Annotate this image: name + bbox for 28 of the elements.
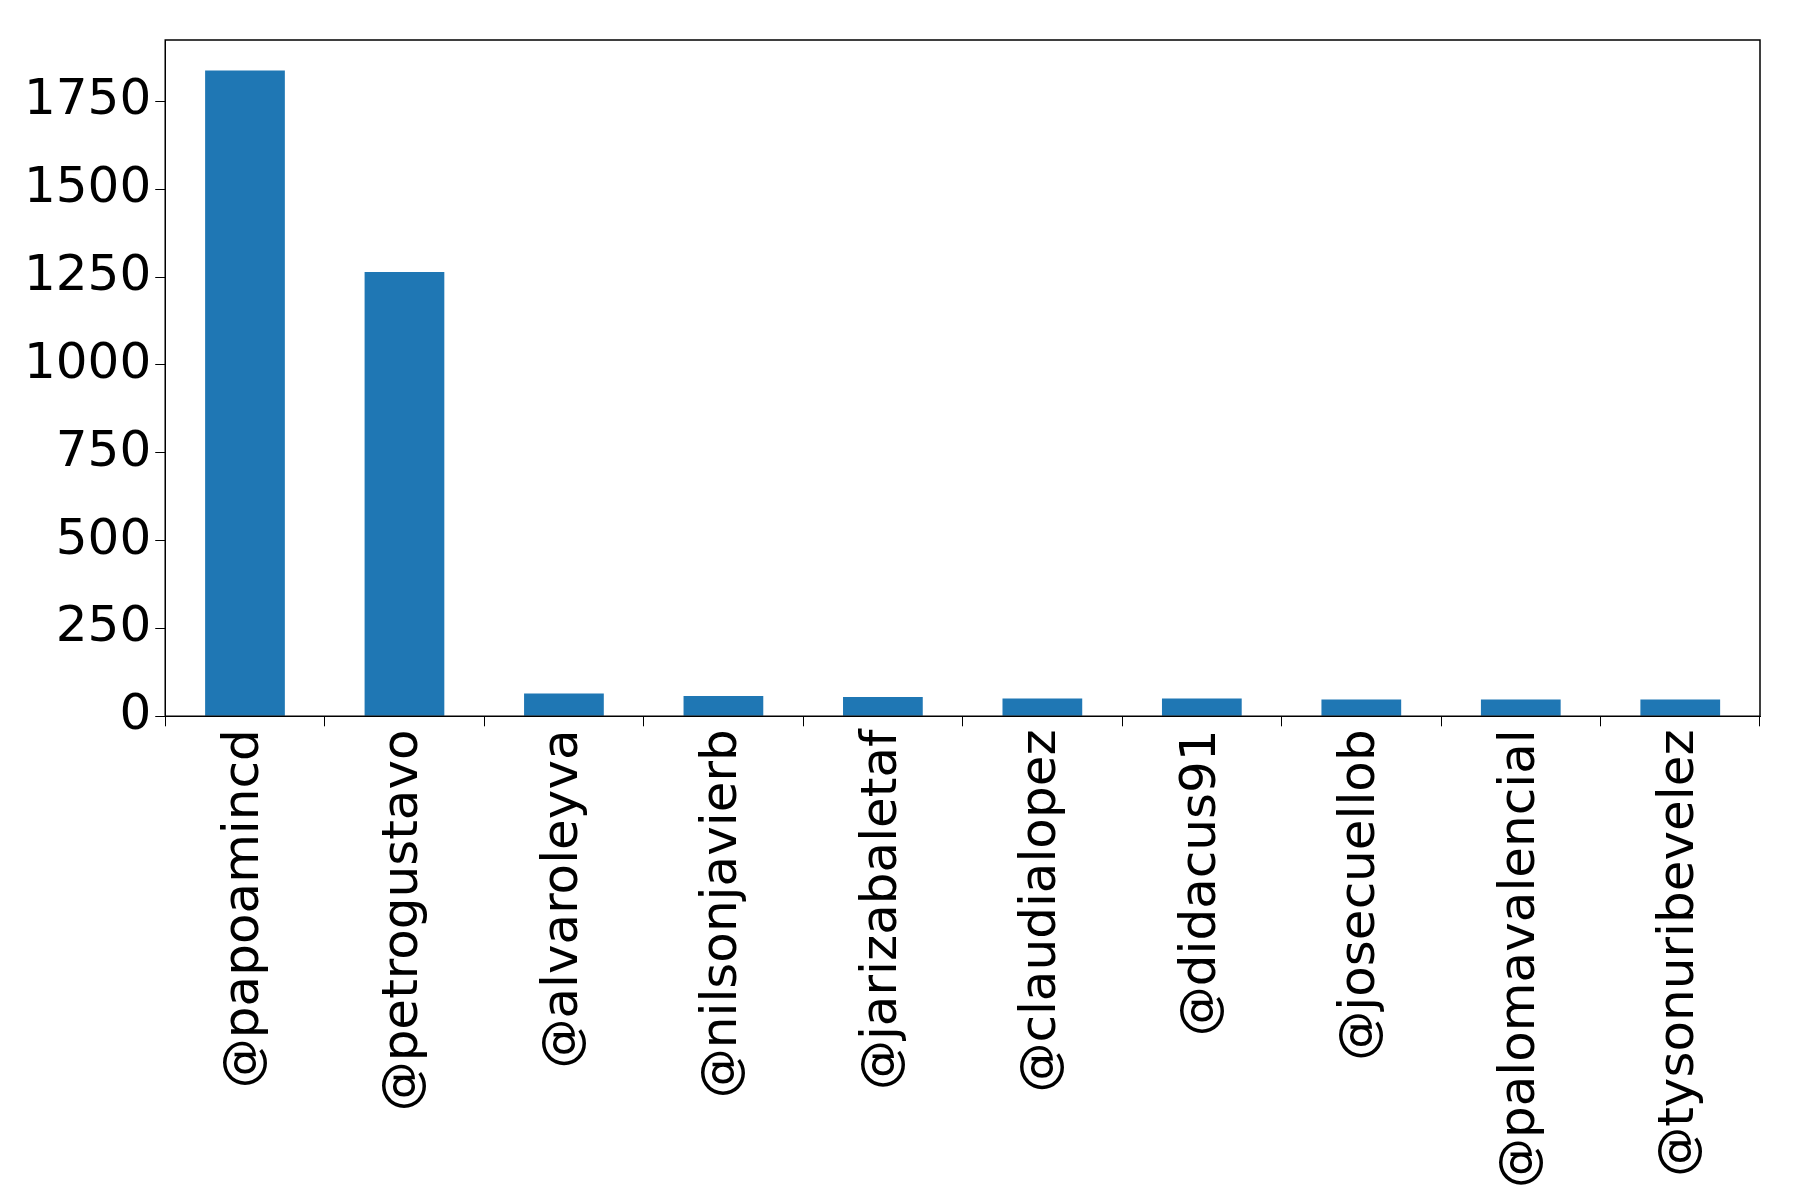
x-tick-label: @tysonuribevelez bbox=[1647, 729, 1706, 1177]
y-tick-label: 250 bbox=[55, 595, 152, 654]
x-tick-label: @palomavalencial bbox=[1487, 729, 1546, 1189]
x-tick-label: @alvaroleyva bbox=[530, 729, 589, 1069]
x-tick-label: @nilsonjavierb bbox=[690, 729, 749, 1099]
bar bbox=[683, 695, 764, 716]
y-tick-label: 1000 bbox=[24, 331, 152, 390]
y-tick-label: 750 bbox=[55, 419, 152, 478]
bar bbox=[205, 70, 285, 716]
x-tick-label: @didacus91 bbox=[1168, 729, 1227, 1037]
x-tick-label: @petrogustavo bbox=[371, 729, 430, 1112]
x-tick-label: @claudialopez bbox=[1009, 729, 1068, 1093]
bar bbox=[524, 693, 604, 716]
y-tick-label: 1750 bbox=[24, 68, 152, 127]
bar bbox=[1002, 698, 1083, 716]
bar bbox=[364, 271, 445, 716]
bar bbox=[1640, 699, 1721, 716]
y-tick-label: 1500 bbox=[24, 156, 152, 215]
x-tick-label: @jarizabaletaf bbox=[849, 727, 908, 1091]
y-tick-label: 1250 bbox=[24, 244, 152, 303]
x-tick-label: @papoamincd bbox=[211, 729, 270, 1089]
bar bbox=[1321, 699, 1402, 716]
y-tick-label: 0 bbox=[119, 683, 152, 742]
y-tick-label: 500 bbox=[55, 507, 152, 566]
bar bbox=[1161, 698, 1242, 716]
bar bbox=[1480, 699, 1561, 716]
bar bbox=[843, 696, 923, 716]
x-tick-label: @josecuellob bbox=[1328, 729, 1387, 1061]
